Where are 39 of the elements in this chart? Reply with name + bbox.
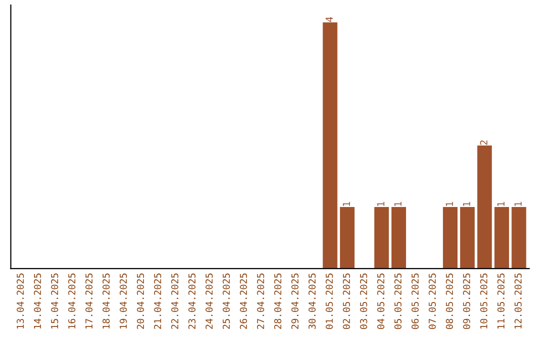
data-label: 4 xyxy=(326,16,333,22)
data-label: 1 xyxy=(497,202,504,206)
x-tick-label: 16.04.2025 xyxy=(68,274,76,328)
x-tick-label: 29.04.2025 xyxy=(291,274,299,329)
x-tick-label: 26.04.2025 xyxy=(240,274,248,329)
data-label: 1 xyxy=(514,202,522,206)
x-tick-label: 20.04.2025 xyxy=(136,274,144,329)
x-tick-label: 12.05.2025 xyxy=(514,274,522,328)
x-tick-label: 23.04.2025 xyxy=(188,274,196,329)
x-tick-label: 17.04.2025 xyxy=(85,274,93,328)
x-tick-label: 30.04.2025 xyxy=(308,274,316,329)
x-tick-label: 01.05.2025 xyxy=(326,274,333,330)
data-label: 1 xyxy=(446,202,453,206)
x-tick-label: 02.05.2025 xyxy=(342,274,350,330)
x-tick-label: 11.05.2025 xyxy=(497,274,504,328)
data-label: 1 xyxy=(342,202,350,206)
x-tick-label: 09.05.2025 xyxy=(463,274,470,330)
x-tick-label: 19.04.2025 xyxy=(120,274,127,328)
x-tick-label: 18.04.2025 xyxy=(102,274,110,328)
x-tick-label: 28.04.2025 xyxy=(274,274,282,329)
x-tick-label: 06.05.2025 xyxy=(412,274,419,330)
x-tick-label: 08.05.2025 xyxy=(446,274,454,330)
data-label: 1 xyxy=(463,202,470,206)
x-tick-label: 10.05.2025 xyxy=(480,274,488,328)
x-tick-label: 25.04.2025 xyxy=(222,274,230,329)
data-label: 1 xyxy=(394,202,402,206)
data-label: 2 xyxy=(480,140,488,145)
x-tick-label: 15.04.2025 xyxy=(51,274,58,328)
x-tick-label: 24.04.2025 xyxy=(206,274,213,329)
x-tick-label: 27.04.2025 xyxy=(257,274,264,329)
x-tick-label: 21.04.2025 xyxy=(154,274,162,329)
x-tick-label: 22.04.2025 xyxy=(171,274,178,329)
x-tick-label: 13.04.2025 xyxy=(16,274,24,328)
data-label: 1 xyxy=(377,202,384,206)
x-tick-label: 03.05.2025 xyxy=(360,274,368,330)
x-tick-label: 04.05.2025 xyxy=(377,274,384,330)
x-tick-label: 14.04.2025 xyxy=(34,274,42,328)
x-tick-label: 05.05.2025 xyxy=(394,274,402,330)
x-tick-label: 07.05.2025 xyxy=(428,274,436,330)
